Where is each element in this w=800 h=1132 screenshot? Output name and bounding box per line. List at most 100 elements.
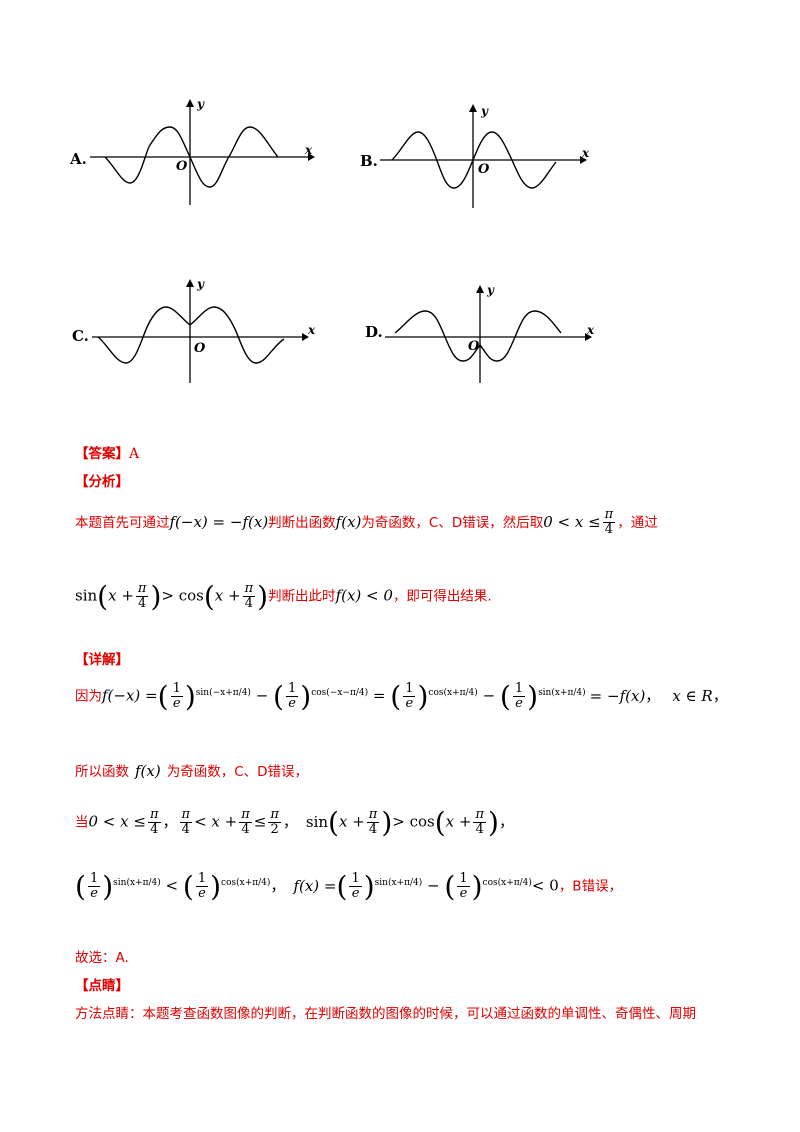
option-c-curve — [97, 306, 285, 364]
analysis-text-3: 为奇函数，C、D错误，然后取 — [361, 514, 544, 531]
detail-leq: ≤ — [253, 812, 267, 831]
detail-cond-2: < x + — [194, 812, 238, 831]
comment-line: 方法点睛：本题考查函数图像的判断，在判断函数的图像的时候，可以通过函数的单调性、… — [75, 1002, 696, 1022]
detail-x-plus-1: x + — [338, 812, 365, 831]
option-d-label: D. — [365, 323, 383, 341]
option-d-y-label: y — [487, 283, 494, 297]
option-b-y-label: y — [481, 104, 488, 118]
option-c-label: C. — [72, 327, 89, 345]
analysis-line-2: sin(x + π 4)> cos(x + π 4)判断出此时f(x) < 0，即可得出… — [75, 580, 492, 613]
analysis-math-4: f(x) < 0 — [335, 586, 393, 605]
option-d-x-label: x — [587, 323, 595, 337]
detail-lt-zero: < 0 — [531, 876, 559, 895]
detail-line-4: (1 e)sin(x+π/4) < (1 e)cos(x+π/4)， f(x) =(1… — [75, 870, 623, 903]
analysis-text-4: ，通过 — [617, 514, 658, 531]
exp-8: cos(x+π/4) — [482, 877, 532, 888]
analysis-text-6: ，即可得出结果. — [392, 588, 492, 605]
analysis-x-plus-1: x + — [108, 586, 134, 605]
option-c-x-label: x — [308, 323, 316, 337]
exp-4: sin(x+π/4) — [538, 687, 586, 698]
answer-line: 【答案】A — [75, 442, 139, 462]
detail-odd-b: 为奇函数，C、D错误， — [166, 764, 309, 780]
analysis-line-1: 本题首先可通过f(−x) = −f(x)判断出函数f(x)为奇函数，C、D错误，… — [75, 507, 658, 538]
detail-header: 【详解】 — [75, 652, 129, 668]
analysis-math-2: f(x) — [335, 512, 362, 531]
detail-because: 因为 — [75, 688, 102, 705]
comment-text: 方法点睛：本题考查函数图像的判断，在判断函数的图像的时候，可以通过函数的单调性、… — [75, 1006, 696, 1022]
detail-cond-1: 0 < x ≤ — [88, 812, 146, 831]
detail-final-b: ，B错误， — [558, 878, 623, 895]
detail-line-2: 所以函数 f(x) 为奇函数，C、D错误， — [75, 760, 308, 780]
option-c-y-label: y — [197, 277, 204, 291]
analysis-text-1: 本题首先可通过 — [75, 514, 170, 531]
detail-domain: x ∈ R — [672, 686, 713, 705]
option-a-curve — [104, 126, 279, 188]
detail-choose: 故选：A. — [75, 946, 129, 966]
option-b-label: B. — [360, 152, 378, 170]
detail-odd-f: f(x) — [135, 762, 161, 780]
option-a-y-label: y — [197, 97, 204, 111]
option-c-origin: O — [194, 341, 206, 356]
answer-header: 【答案】 — [75, 446, 129, 462]
detail-cond3-sin: sin — [305, 812, 329, 831]
option-c-plot — [92, 279, 309, 383]
option-a-label: A. — [70, 150, 87, 168]
exp-5: sin(x+π/4) — [113, 877, 161, 888]
analysis-gt-cos: > cos — [161, 586, 204, 605]
option-a-origin: O — [176, 159, 188, 174]
exp-7: sin(x+π/4) — [374, 877, 423, 888]
detail-line-3: 当0 < x ≤ π 4， π 4 < x + π 4 ≤ π 2， sin(x + π 4)> cos(… — [75, 806, 514, 839]
detail-line-1: 因为f(−x) =(1 e)sin(−x+π/4) − (1 e)cos(−x−π/… — [75, 680, 728, 713]
option-d-plot — [385, 285, 592, 383]
option-b-plot — [380, 104, 587, 208]
detail-f-neg-x: f(−x) = — [102, 686, 158, 705]
analysis-x-plus-2: x + — [214, 586, 241, 605]
analysis-math-3: 0 < x ≤ — [543, 512, 601, 531]
option-b-graph[interactable]: B. y x O — [360, 100, 600, 220]
option-b-origin: O — [478, 162, 490, 177]
detail-cond3-gt: > cos — [392, 812, 435, 831]
comment-header: 【点睛】 — [75, 978, 129, 994]
analysis-text-2: 判断出函数 — [268, 514, 336, 531]
detail-eq-end: = −f(x) — [589, 686, 646, 705]
option-d-origin: O — [468, 339, 480, 354]
option-c-graph[interactable]: C. y x O — [72, 275, 322, 390]
detail-choose-text: 故选：A. — [75, 950, 129, 966]
option-a-x-label: x — [305, 143, 313, 157]
option-b-curve — [391, 131, 557, 189]
detail-x-plus-2: x + — [445, 812, 472, 831]
option-d-graph[interactable]: D. y x O — [365, 283, 605, 393]
option-a-graph[interactable]: A. y x O — [70, 95, 320, 215]
analysis-text-5: 判断出此时 — [268, 588, 336, 605]
option-a-plot — [90, 99, 315, 205]
analysis-math-1: f(−x) = −f(x) — [169, 512, 269, 531]
exp-3: cos(x+π/4) — [428, 687, 478, 698]
detail-when: 当 — [75, 814, 89, 831]
analysis-header: 【分析】 — [75, 474, 129, 490]
option-b-x-label: x — [582, 146, 590, 160]
analysis-sin: sin — [75, 586, 98, 605]
detail-final-fx: f(x) = — [293, 876, 337, 895]
answer-value: A — [129, 446, 140, 462]
exp-2: cos(−x−π/4) — [311, 687, 369, 698]
detail-odd-a: 所以函数 — [75, 764, 129, 780]
option-d-curve — [394, 310, 562, 362]
